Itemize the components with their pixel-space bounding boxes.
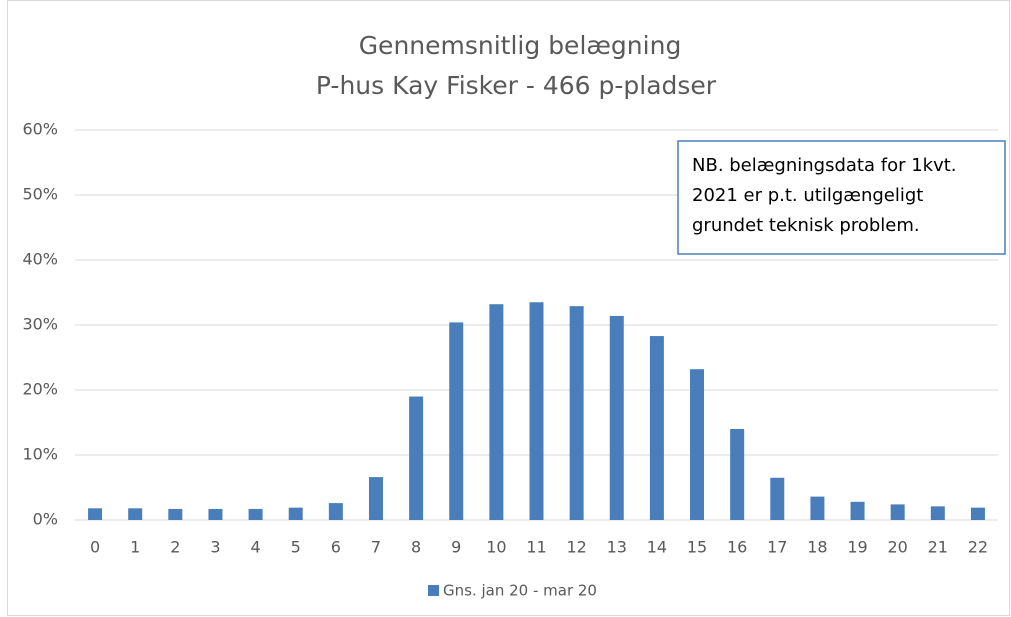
- bar: [288, 507, 303, 520]
- bar: [168, 508, 183, 520]
- x-tick-label: 16: [727, 538, 747, 557]
- x-tick-label: 8: [411, 538, 421, 557]
- x-tick-label: 13: [607, 538, 627, 557]
- annotation-text: NB. belægningsdata for 1kvt.: [692, 155, 957, 176]
- x-tick-label: 20: [887, 538, 907, 557]
- bar: [770, 477, 785, 520]
- y-tick-label: 60%: [22, 120, 58, 139]
- y-tick-label: 50%: [22, 185, 58, 204]
- bar: [810, 496, 825, 520]
- x-tick-label: 21: [928, 538, 948, 557]
- bar: [128, 508, 143, 520]
- y-tick-label: 20%: [22, 380, 58, 399]
- bar: [649, 336, 664, 520]
- legend-label: Gns. jan 20 - mar 20: [443, 582, 597, 600]
- y-tick-label: 0%: [33, 510, 58, 529]
- x-tick-label: 10: [486, 538, 506, 557]
- annotation-box: [677, 140, 1006, 255]
- x-tick-label: 5: [291, 538, 301, 557]
- chart-subtitle: P-hus Kay Fisker - 466 p-pladser: [316, 71, 717, 100]
- bar: [368, 477, 383, 520]
- bar: [609, 315, 624, 520]
- bar: [248, 508, 263, 520]
- x-tick-label: 7: [371, 538, 381, 557]
- bar: [409, 396, 424, 520]
- bar: [328, 503, 343, 520]
- x-tick-label: 12: [566, 538, 586, 557]
- x-tick-label: 3: [210, 538, 220, 557]
- x-tick-label: 0: [90, 538, 100, 557]
- legend-swatch: [428, 585, 439, 596]
- x-tick-label: 4: [250, 538, 260, 557]
- x-tick-label: 11: [526, 538, 546, 557]
- bar: [449, 322, 464, 520]
- x-tick-label: 19: [847, 538, 867, 557]
- y-tick-label: 10%: [22, 445, 58, 464]
- x-tick-label: 17: [767, 538, 787, 557]
- annotation-text: grundet teknisk problem.: [692, 215, 920, 236]
- bar: [730, 429, 745, 520]
- x-tick-label: 1: [130, 538, 140, 557]
- x-tick-label: 22: [968, 538, 988, 557]
- x-tick-label: 15: [687, 538, 707, 557]
- bar: [529, 302, 544, 520]
- bar: [970, 507, 985, 520]
- bar: [690, 369, 705, 520]
- bar: [208, 508, 223, 520]
- y-tick-label: 40%: [22, 250, 58, 269]
- x-tick-label: 9: [451, 538, 461, 557]
- x-tick-label: 6: [331, 538, 341, 557]
- bar: [489, 304, 504, 520]
- y-tick-label: 30%: [22, 315, 58, 334]
- bar: [88, 508, 103, 520]
- bar: [890, 504, 905, 520]
- x-tick-label: 2: [170, 538, 180, 557]
- bar: [930, 506, 945, 520]
- x-tick-label: 14: [647, 538, 667, 557]
- x-tick-label: 18: [807, 538, 827, 557]
- bar: [850, 501, 865, 520]
- chart-title: Gennemsnitlig belægning: [359, 31, 682, 60]
- annotation-text: 2021 er p.t. utilgængeligt: [692, 185, 923, 206]
- bar: [569, 306, 584, 520]
